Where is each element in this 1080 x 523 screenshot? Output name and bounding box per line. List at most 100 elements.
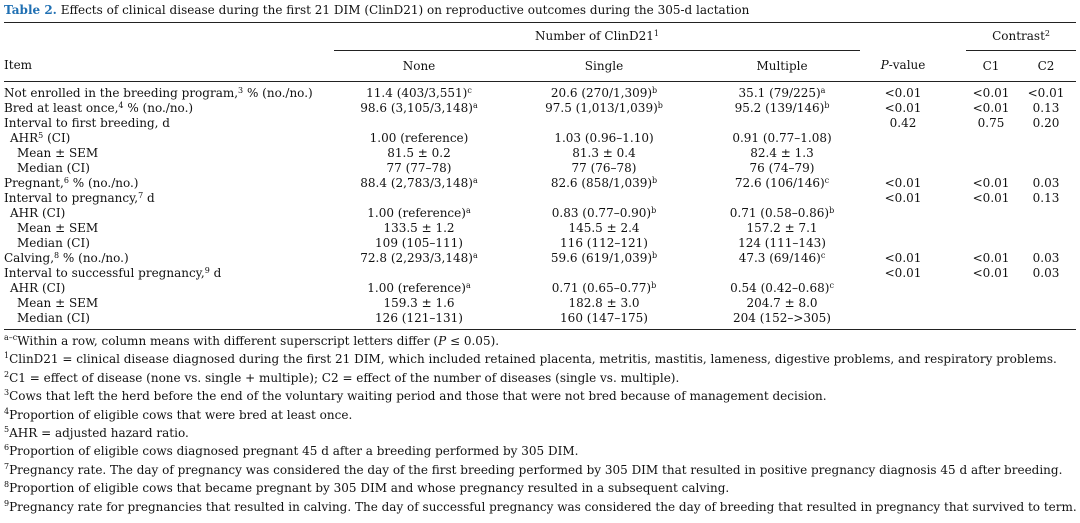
cell-multiple: 157.2 ± 7.1 [746, 221, 818, 235]
table-caption: Table 2. Effects of clinical disease dur… [4, 2, 1076, 22]
footnote-7: 7Pregnancy rate. The day of pregnancy wa… [4, 461, 1063, 477]
row-label: Interval to successful pregnancy,9 d [4, 266, 222, 280]
table-row: Mean ± SEM 81.5 ± 0.2 81.3 ± 0.4 82.4 ± 1.3 [4, 146, 1076, 161]
cell-spacer [946, 82, 966, 102]
header-none: None [334, 50, 504, 82]
cell-multiple: 0.91 (0.77–1.08) [732, 131, 832, 145]
cell-multiple: 204 (152–>305) [733, 311, 831, 325]
table-row: Interval to successful pregnancy,9 d <0.0… [4, 266, 1076, 281]
cell-none [334, 191, 504, 206]
header-contrast: Contrast2 [992, 29, 1050, 43]
cell-p-value: <0.01 [884, 86, 922, 100]
table-row: AHR5 (CI) 1.00 (reference) 1.03 (0.96–1.10… [4, 131, 1076, 146]
cell-c1 [966, 236, 1016, 251]
header-number-of-clind21: Number of ClinD211 [535, 29, 659, 43]
row-label: Interval to first breeding, d [4, 116, 170, 130]
results-table: Number of ClinD211 Contrast2 Item None S… [4, 23, 1077, 326]
row-label: Pregnant,6 % (no./no.) [4, 176, 139, 190]
cell-c2 [1016, 131, 1076, 146]
cell-c2: 0.13 [1032, 101, 1060, 115]
cell-multiple: 35.1 (79/225)a [738, 86, 826, 100]
cell-spacer [946, 221, 966, 236]
cell-c2: 0.03 [1032, 176, 1060, 190]
table-caption-label: Table 2. [4, 3, 57, 17]
cell-c2: 0.03 [1032, 251, 1060, 265]
cell-spacer [946, 236, 966, 251]
footnote-4: 4Proportion of eligible cows that were b… [4, 406, 353, 422]
row-label: Median (CI) [17, 311, 90, 325]
header-p-value: P-value [880, 58, 926, 73]
cell-c2 [1016, 146, 1076, 161]
cell-c2 [1016, 206, 1076, 221]
cell-p-value [860, 206, 946, 221]
cell-multiple: 72.6 (106/146)c [734, 176, 830, 190]
cell-c2 [1016, 221, 1076, 236]
cell-p-value [860, 131, 946, 146]
cell-single: 160 (147–175) [560, 311, 648, 325]
table-row: AHR (CI) 1.00 (reference)a 0.83 (0.77–0.90… [4, 206, 1076, 221]
table-page: Table 2. Effects of clinical disease dur… [4, 2, 1077, 516]
cell-spacer [946, 131, 966, 146]
cell-none: 11.4 (403/3,551)c [366, 86, 472, 100]
cell-multiple: 82.4 ± 1.3 [750, 146, 814, 160]
table-row: Mean ± SEM 159.3 ± 1.6 182.8 ± 3.0 204.7 ± … [4, 296, 1076, 311]
header-single: Single [504, 50, 704, 82]
cell-c1 [966, 281, 1016, 296]
header-c2: C2 [1016, 50, 1077, 82]
bottom-rule [4, 329, 1076, 330]
cell-multiple [704, 191, 860, 206]
cell-single: 97.5 (1,013/1,039)b [545, 101, 663, 115]
cell-single: 59.6 (619/1,039)b [550, 251, 658, 265]
cell-none [334, 116, 504, 131]
cell-spacer [946, 191, 966, 206]
header-column-row: Item None Single Multiple P-value C1 C2 [4, 50, 1077, 82]
footnote-5: 5AHR = adjusted hazard ratio. [4, 424, 189, 440]
table-row: Pregnant,6 % (no./no.) 88.4 (2,783/3,148)… [4, 176, 1076, 191]
row-label: AHR (CI) [10, 281, 66, 295]
cell-p-value: <0.01 [884, 191, 922, 205]
cell-multiple: 47.3 (69/146)c [738, 251, 826, 265]
table-row: Bred at least once,4 % (no./no.) 98.6 (3,… [4, 101, 1076, 116]
table-row: Interval to pregnancy,7 d <0.01 <0.01 0.13 [4, 191, 1076, 206]
cell-spacer [946, 266, 966, 281]
cell-c2 [1016, 311, 1076, 326]
cell-single: 0.71 (0.65–0.77)b [551, 281, 657, 295]
cell-c2 [1016, 161, 1076, 176]
cell-c1: <0.01 [972, 86, 1010, 100]
cell-c1 [966, 161, 1016, 176]
cell-multiple: 0.54 (0.42–0.68)c [730, 281, 834, 295]
row-label: Not enrolled in the breeding program,3 %… [4, 86, 313, 100]
cell-spacer [946, 251, 966, 266]
row-label: AHR5 (CI) [10, 131, 71, 145]
cell-single: 77 (76–78) [571, 161, 637, 175]
cell-c1 [966, 131, 1016, 146]
cell-single [504, 191, 704, 206]
row-label: Mean ± SEM [17, 146, 99, 160]
cell-spacer [946, 281, 966, 296]
cell-none: 159.3 ± 1.6 [383, 296, 455, 310]
table-row: Median (CI) 77 (77–78) 77 (76–78) 76 (74–79… [4, 161, 1076, 176]
cell-multiple: 0.71 (0.58–0.86)b [729, 206, 835, 220]
footnote-1: 1ClinD21 = clinical disease diagnosed du… [4, 351, 1057, 367]
cell-c2: 0.20 [1032, 116, 1060, 130]
cell-c1 [966, 206, 1016, 221]
cell-p-value [860, 296, 946, 311]
cell-none: 81.5 ± 0.2 [387, 146, 451, 160]
cell-none: 1.00 (reference)a [367, 206, 471, 220]
cell-c1 [966, 221, 1016, 236]
table-caption-text: Effects of clinical disease during the f… [60, 3, 750, 17]
header-c1: C1 [966, 50, 1017, 82]
cell-single: 0.83 (0.77–0.90)b [551, 206, 657, 220]
cell-p-value [860, 221, 946, 236]
cell-spacer [946, 161, 966, 176]
cell-p-value [860, 281, 946, 296]
cell-c1: <0.01 [972, 101, 1010, 115]
cell-spacer [946, 146, 966, 161]
cell-p-value: 0.42 [889, 116, 917, 130]
cell-c1 [966, 311, 1016, 326]
table-row: Median (CI) 109 (105–111) 116 (112–121) 124… [4, 236, 1076, 251]
cell-c2 [1016, 281, 1076, 296]
top-rule [4, 22, 1076, 23]
cell-single: 182.8 ± 3.0 [568, 296, 640, 310]
cell-single: 82.6 (858/1,039)b [550, 176, 658, 190]
